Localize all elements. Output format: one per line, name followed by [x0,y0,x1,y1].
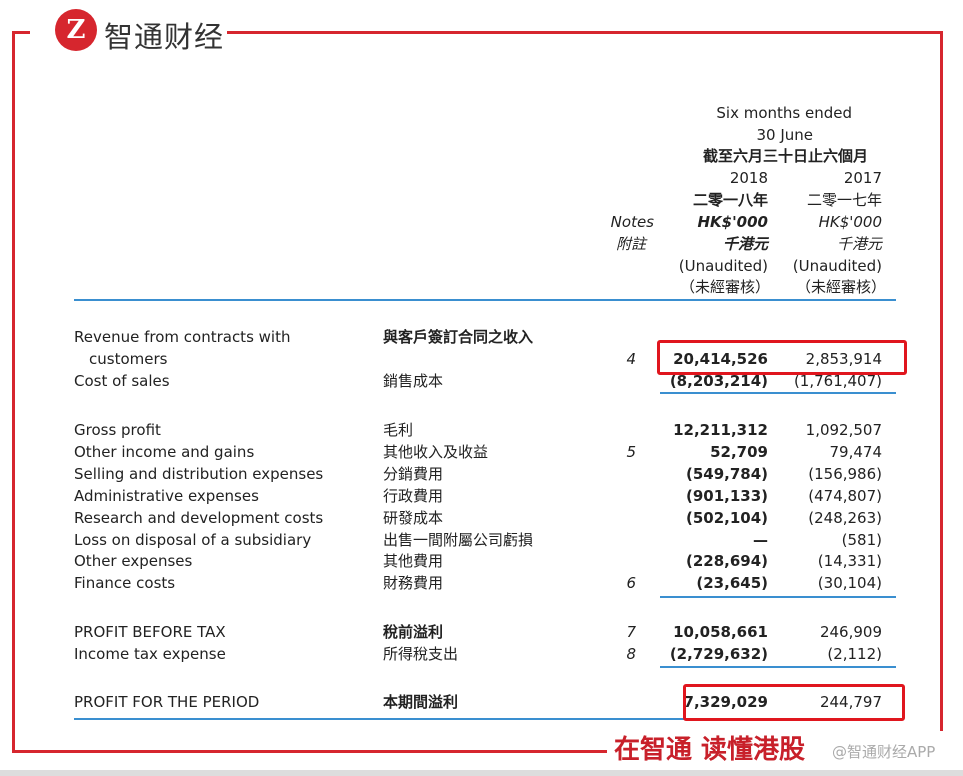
row-value-2018: 10,058,661 [673,623,768,641]
row-note: 8 [626,645,636,663]
row-label-zh: 所得稅支出 [383,645,459,663]
row-note: 5 [626,443,636,461]
row-value-2017: (474,807) [808,487,882,505]
row-value-2018: (23,645) [696,574,768,592]
row-value-2017: (581) [841,531,882,549]
row-note: 6 [626,574,636,592]
row-label-en: Income tax expense [74,645,226,663]
row-value-2018: 52,709 [710,443,768,461]
header-rule [74,299,896,301]
row-label-zh: 本期間溢利 [383,693,459,711]
row-label-zh: 與客戶簽訂合同之收入 [383,328,534,346]
audit-2018-zh: （未經審核） [679,278,770,296]
row-label-en: Cost of sales [74,372,170,390]
notes-header-zh: 附註 [615,235,646,253]
subtotal-rule [660,392,896,394]
unit-2017: HK$'000 [818,213,882,231]
row-value-2018: (2,729,632) [669,645,768,663]
row-value-2017: (30,104) [817,574,882,592]
row-value-2017: (2,112) [827,645,882,663]
row-value-2017: (14,331) [817,552,882,570]
row-value-2018: 12,211,312 [673,421,768,439]
row-label-zh: 研發成本 [383,509,444,527]
audit-2017-zh: （未經審核） [795,278,886,296]
row-value-2017: 246,909 [819,623,882,641]
unit-2017-zh: 千港元 [836,235,882,253]
brand-logo-text: 智通财经 [104,20,225,54]
highlight-box-revenue [657,340,907,375]
row-label-en: Selling and distribution expenses [74,465,324,483]
row-label-en: Other expenses [74,552,193,570]
row-value-2017: 2,853,914 [805,350,882,368]
row-value-2018: 20,414,526 [673,350,768,368]
row-label-en: Other income and gains [74,443,255,461]
brand-logo-icon: Z [55,9,97,51]
row-value-2017: 244,797 [819,693,882,711]
year-2017: 2017 [843,169,882,187]
row-value-2017: (248,263) [808,509,882,527]
total-rule [74,718,896,720]
audit-2018: (Unaudited) [678,257,768,275]
row-value-2018: (228,694) [685,552,768,570]
row-label-en-cont: customers [89,350,168,368]
watermark: @智通财经APP [832,743,936,761]
row-label-zh: 其他收入及收益 [383,443,489,461]
notes-header: Notes [610,213,654,231]
row-value-2017: (1,761,407) [793,372,882,390]
row-value-2018: (901,133) [685,487,768,505]
row-label-zh: 銷售成本 [383,372,444,390]
row-label-en: PROFIT BEFORE TAX [74,623,226,641]
row-label-zh: 分銷費用 [383,465,444,483]
row-label-en: Gross profit [74,421,161,439]
frame-border [12,31,15,753]
row-value-2017: 79,474 [829,443,883,461]
row-label-en: Revenue from contracts with [74,328,291,346]
frame-border [12,750,607,753]
row-label-zh: 行政費用 [383,487,444,505]
frame-border [12,31,30,34]
period-date: 30 June [756,126,813,144]
year-2017-zh: 二零一七年 [806,191,882,209]
row-label-en: Research and development costs [74,509,324,527]
unit-2018: HK$'000 [697,213,768,231]
row-value-2017: (156,986) [808,465,882,483]
frame-border [227,31,943,34]
highlight-box-profit [683,684,905,721]
period-en: Six months ended [716,104,852,122]
row-value-2018: (502,104) [685,509,768,527]
row-note: 7 [626,623,636,641]
row-value-2018: 7,329,029 [683,693,768,711]
row-note: 4 [626,350,636,368]
period-zh: 截至六月三十日止六個月 [702,147,868,165]
subtotal-rule [660,596,896,598]
slogan: 在智通 读懂港股 [614,735,806,765]
subtotal-rule [660,666,896,668]
row-value-2018: (8,203,214) [669,372,768,390]
row-label-en: Finance costs [74,574,176,592]
row-label-zh: 出售一間附屬公司虧損 [383,531,534,549]
row-value-2018: (549,784) [685,465,768,483]
row-label-zh: 其他費用 [383,552,444,570]
year-2018-zh: 二零一八年 [692,191,768,209]
frame-border [940,31,943,731]
row-value-2017: 1,092,507 [805,421,882,439]
year-2018: 2018 [729,169,768,187]
bottom-bar [0,770,963,776]
row-label-zh: 稅前溢利 [383,623,444,641]
row-label-en: PROFIT FOR THE PERIOD [74,693,260,711]
row-label-zh: 毛利 [383,421,414,439]
unit-2018-zh: 千港元 [722,235,768,253]
row-label-en: Loss on disposal of a subsidiary [74,531,312,549]
row-label-en: Administrative expenses [74,487,259,505]
audit-2017: (Unaudited) [792,257,882,275]
row-label-zh: 財務費用 [383,574,444,592]
row-value-2018: — [753,531,768,549]
